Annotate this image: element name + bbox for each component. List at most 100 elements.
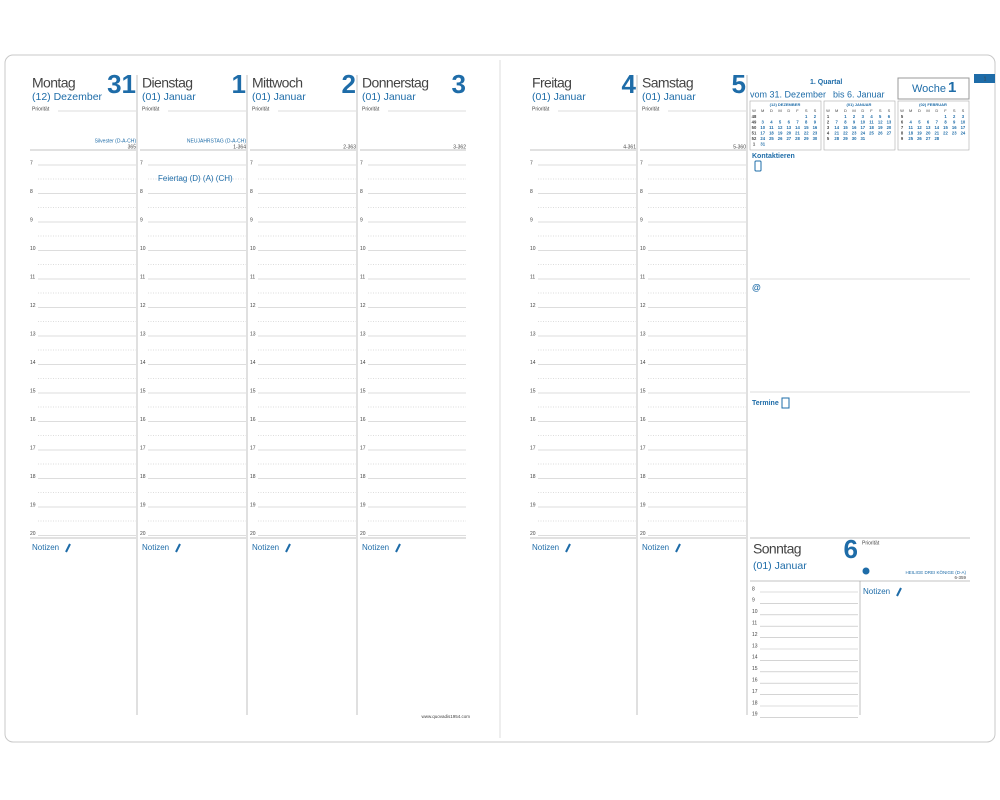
mini-weekday: D [770,108,773,113]
mini-date: 19 [878,125,883,130]
mini-date: 24 [760,136,765,141]
hour: 11 [250,274,255,280]
hour: 14 [250,360,256,366]
weekday: Samstag [642,75,693,91]
mini-weekday: S [805,108,808,113]
hour: 14 [640,360,646,366]
mini-weekday: D [844,108,847,113]
mini-date: 28 [795,136,800,141]
pencil-icon [675,543,681,553]
footer: www.quovadis1954.com [421,714,470,719]
hour: 12 [530,303,536,309]
day-count: 1-364 [233,144,246,150]
hour: 7 [640,160,643,166]
hour: 10 [250,246,256,252]
hour: 11 [530,274,535,280]
hour: 18 [140,474,146,480]
hour: 13 [360,331,366,337]
mini-date: 5 [879,114,882,119]
hour: 18 [640,474,646,480]
mini-weekday: M [926,108,929,113]
month: (01) Januar [252,91,306,103]
hour: 10 [530,246,536,252]
range-from: vom 31. Dezember [750,89,826,99]
weekday: Freitag [532,75,571,91]
hour: 16 [30,417,36,423]
mini-date: 21 [934,131,939,136]
mini-weekday: F [870,108,873,113]
hour: 10 [30,246,36,252]
mini-date: 23 [813,131,818,136]
hour: 13 [752,643,758,649]
mini-date: 6 [901,120,904,125]
email-label: @ [752,282,761,292]
hour: 14 [140,360,146,366]
mini-calendar-title: (12) DEZEMBER [770,102,801,107]
mini-date: 10 [760,125,765,130]
holiday: HEILIGE DREI KÖNIGE (D-A) [905,569,966,575]
mini-date: 15 [843,125,848,130]
hour: 8 [140,189,143,195]
hour: 20 [360,531,366,537]
hour: 14 [530,360,536,366]
hour: 19 [360,502,366,508]
priority-label: Priorität [142,106,160,112]
mini-date: 50 [752,125,757,130]
mini-date: 12 [778,125,783,130]
hour: 13 [140,331,146,337]
mini-date: 1 [844,114,847,119]
mini-weekday: M [835,108,838,113]
mini-date: 5 [827,136,830,141]
day-count: 2-363 [343,144,356,150]
day-number: 1 [232,69,246,99]
mini-date: 4 [770,120,773,125]
mini-date: 7 [901,125,904,130]
mini-weekday: F [796,108,799,113]
appointments-label: Termine [752,400,779,407]
mini-date: 5 [779,120,782,125]
month: (01) Januar [142,91,196,103]
mini-date: 3 [827,125,830,130]
hour: 7 [140,160,143,166]
day-count: 4-361 [623,144,636,150]
mini-date: 3 [762,120,765,125]
mini-date: 7 [796,120,799,125]
mini-calendar [749,100,822,151]
hour: 13 [30,331,36,337]
hour: 11 [752,621,757,627]
mini-date: 31 [860,136,865,141]
mini-date: 21 [834,131,839,136]
mini-date: 17 [760,131,765,136]
mini-date: 19 [917,131,922,136]
day-number: 6 [844,534,858,564]
hour: 10 [752,609,758,615]
hour: 19 [30,502,36,508]
hour: 20 [250,531,256,537]
hour: 7 [530,160,533,166]
holiday: NEUJAHRSTAG (D-A-CH) [187,138,246,144]
mini-date: 20 [926,131,931,136]
hour: 15 [30,388,36,394]
mini-weekday: S [879,108,882,113]
mini-date: 8 [844,120,847,125]
day-number: 4 [622,69,637,99]
hour: 20 [140,531,146,537]
hour: 18 [360,474,366,480]
hour: 20 [640,531,646,537]
hour: 10 [360,246,366,252]
mini-date: 19 [778,131,783,136]
mini-date: 1 [944,114,947,119]
hour: 12 [250,303,256,309]
hour: 16 [360,417,366,423]
notes-label: Notizen [362,543,389,552]
week-tab [974,74,995,83]
mini-weekday: W [752,108,756,113]
hour: 15 [530,388,536,394]
hour: 11 [140,274,145,280]
hour: 10 [640,246,646,252]
day-number: 3 [452,69,466,99]
hour: 17 [640,445,646,451]
hour: 15 [360,388,366,394]
mini-date: 18 [908,131,913,136]
